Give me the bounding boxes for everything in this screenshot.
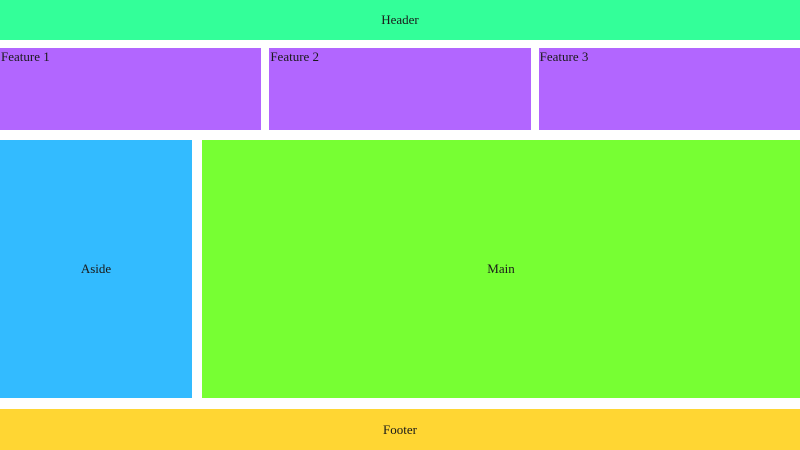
aside-panel: Aside <box>0 140 192 398</box>
feature-1-label: Feature 1 <box>1 49 50 64</box>
feature-card-3: Feature 3 <box>538 48 800 130</box>
aside-label: Aside <box>80 261 112 276</box>
footer-banner: Footer <box>0 409 800 450</box>
feature-card-1: Feature 1 <box>0 48 262 130</box>
main-panel: Main <box>202 140 800 398</box>
feature-2-label: Feature 2 <box>270 49 320 64</box>
header-label: Header <box>381 12 419 27</box>
feature-card-2: Feature 2 <box>269 48 531 130</box>
footer-label: Footer <box>383 421 417 437</box>
features-row: Feature 1 Feature 2 Feature 3 <box>0 48 800 130</box>
content-row: Aside Main <box>0 140 800 398</box>
header-banner: Header <box>0 0 800 40</box>
main-label: Main <box>487 261 515 276</box>
feature-3-label: Feature 3 <box>539 49 589 64</box>
